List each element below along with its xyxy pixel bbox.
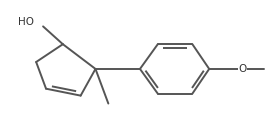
- Text: O: O: [239, 64, 247, 74]
- Text: HO: HO: [18, 17, 34, 27]
